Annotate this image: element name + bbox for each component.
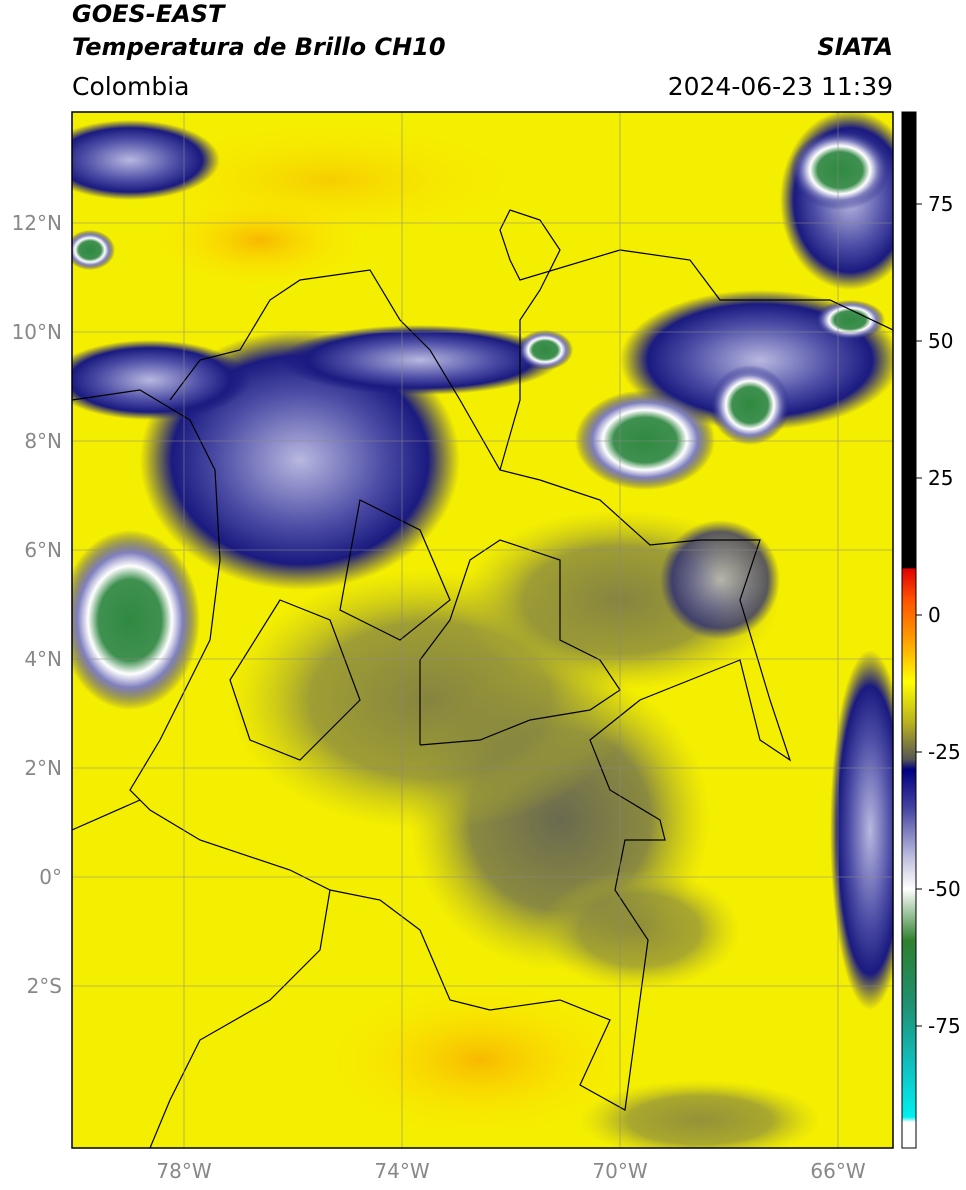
region: Colombia xyxy=(72,72,189,101)
satellite-image xyxy=(72,112,893,1148)
colorbar xyxy=(901,111,917,1149)
colorbar-tick-label: -25 xyxy=(928,740,961,764)
colorbar-tick-label: -75 xyxy=(928,1014,961,1038)
source: SIATA xyxy=(817,33,893,61)
borders xyxy=(72,209,893,1148)
satellite-title: GOES-EAST xyxy=(72,0,226,28)
map-frame xyxy=(71,111,894,1149)
datetime: 2024-06-23 11:39 xyxy=(668,72,893,101)
lat-label: 4°N xyxy=(24,647,62,671)
lat-label: 6°N xyxy=(24,538,62,562)
lon-label: 66°W xyxy=(810,1159,865,1183)
graticule xyxy=(72,112,893,1148)
lon-label: 78°W xyxy=(156,1159,211,1183)
lon-label: 74°W xyxy=(374,1159,429,1183)
colorbar-tick-label: 75 xyxy=(928,192,953,216)
lat-label: 10°N xyxy=(12,320,62,344)
lat-label: 2°N xyxy=(24,756,62,780)
lat-label: 2°S xyxy=(27,974,62,998)
colorbar-tick-label: 0 xyxy=(928,603,941,627)
axis-labels: 12°N 10°N 8°N 6°N 4°N 2°N 0° 2°S 78°W 74°W 70°W 66°… xyxy=(12,192,961,1183)
header: GOES-EAST Temperatura de Brillo CH10 Col… xyxy=(72,0,893,101)
colorbar-tick-label: 50 xyxy=(928,329,953,353)
lon-label: 70°W xyxy=(592,1159,647,1183)
colorbar-tick-label: 25 xyxy=(928,466,953,490)
colorbar-tick-label: -50 xyxy=(928,877,961,901)
lat-label: 8°N xyxy=(24,429,62,453)
product-title: Temperatura de Brillo CH10 xyxy=(72,33,446,61)
lat-label: 0° xyxy=(39,865,62,889)
lat-label: 12°N xyxy=(12,211,62,235)
